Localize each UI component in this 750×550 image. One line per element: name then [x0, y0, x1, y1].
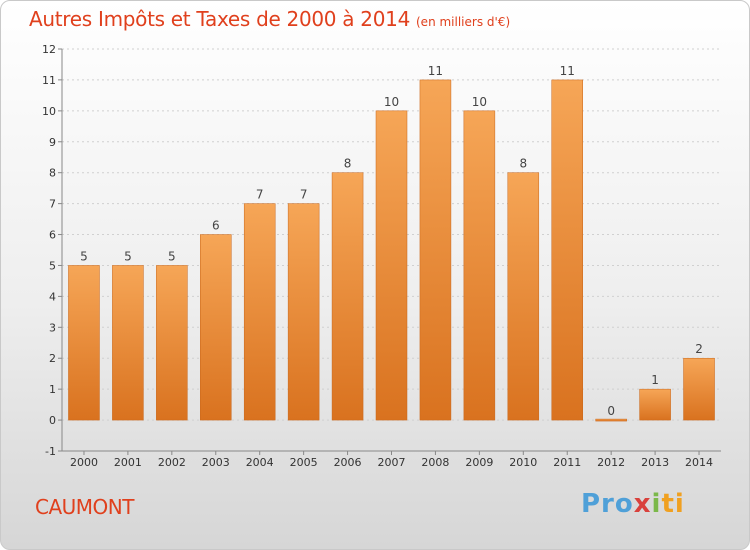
bar	[68, 265, 100, 421]
y-tick-label: 12	[42, 43, 56, 56]
x-tick-label: 2000	[70, 456, 98, 469]
bar	[683, 357, 715, 421]
data-label: 1	[651, 373, 659, 387]
y-tick-label: 9	[49, 136, 56, 149]
bar	[551, 79, 583, 421]
data-label: 5	[124, 249, 132, 263]
x-tick-label: 2010	[509, 456, 537, 469]
data-label: 11	[428, 64, 443, 78]
brand-logo: Proxiti	[581, 489, 685, 519]
data-label: 8	[519, 157, 527, 171]
y-tick-label: 3	[49, 321, 56, 334]
data-label: 2	[695, 342, 703, 356]
x-tick-label: 2001	[114, 456, 142, 469]
data-label: 5	[168, 249, 176, 263]
x-tick-labels: 2000 2001 2002 2003 2004 2005 2006 2007 2008 2009…	[70, 451, 713, 469]
bar	[419, 79, 452, 421]
x-tick-label: 2006	[334, 456, 362, 469]
bar	[287, 203, 320, 421]
y-tick-label: 6	[49, 229, 56, 242]
bar	[507, 172, 540, 421]
y-tick-label: 1	[49, 383, 56, 396]
data-label: 0	[607, 404, 615, 418]
title-unit: (en milliers d'€)	[416, 15, 511, 29]
data-label: 5	[80, 249, 88, 263]
x-tick-label: 2002	[158, 456, 186, 469]
data-labels: 5 5 5 6 7 7 8 10 11 10 8 11 0 1 2	[80, 64, 703, 418]
x-tick-label: 2014	[685, 456, 713, 469]
y-tick-label: 4	[49, 290, 56, 303]
data-label: 6	[212, 219, 220, 233]
bar	[200, 234, 232, 421]
bar	[639, 388, 671, 421]
x-tick-label: 2003	[202, 456, 230, 469]
y-tick-label: 11	[42, 74, 56, 87]
x-tick-label: 2011	[553, 456, 581, 469]
data-label: 11	[560, 64, 575, 78]
data-label: 7	[300, 188, 308, 202]
y-tick-label: -1	[45, 445, 56, 458]
data-label: 10	[472, 95, 487, 109]
y-tick-label: 2	[49, 352, 56, 365]
x-tick-label: 2008	[421, 456, 449, 469]
y-tick-label: 5	[49, 259, 56, 272]
bar	[463, 110, 496, 421]
bars	[68, 79, 715, 422]
commune-name: CAUMONT	[35, 495, 134, 519]
bar	[243, 203, 276, 421]
y-tick-label: 10	[42, 105, 56, 118]
x-tick-label: 2007	[378, 456, 406, 469]
title-text: Autres Impôts et Taxes de 2000 à 2014	[29, 7, 410, 31]
data-label: 10	[384, 95, 399, 109]
bar	[112, 265, 144, 421]
bar	[375, 110, 408, 421]
y-tick-label: 0	[49, 414, 56, 427]
bar	[331, 172, 364, 421]
bar	[156, 265, 188, 421]
data-label: 7	[256, 188, 264, 202]
chart-title: Autres Impôts et Taxes de 2000 à 2014 (en…	[29, 7, 510, 31]
data-label: 8	[344, 157, 352, 171]
x-tick-label: 2012	[597, 456, 625, 469]
x-tick-label: 2005	[290, 456, 318, 469]
x-tick-label: 2009	[465, 456, 493, 469]
bar	[595, 418, 627, 422]
y-tick-label: 8	[49, 167, 56, 180]
x-tick-label: 2004	[246, 456, 274, 469]
x-tick-label: 2013	[641, 456, 669, 469]
y-tick-label: 7	[49, 198, 56, 211]
